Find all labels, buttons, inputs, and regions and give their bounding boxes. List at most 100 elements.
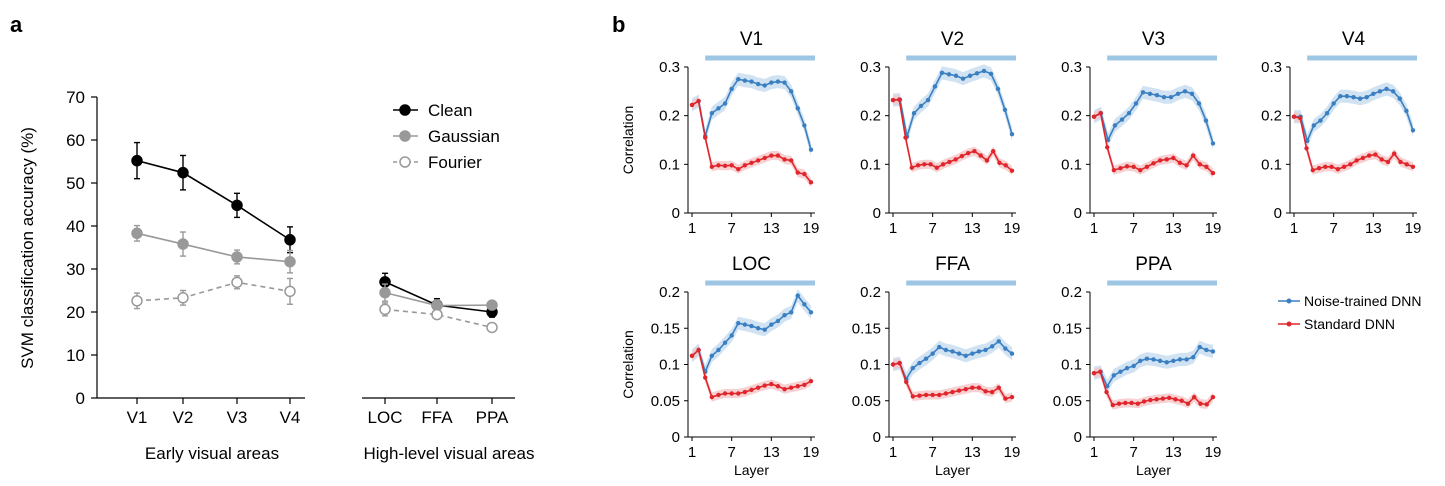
data-point-standard-v1: [762, 155, 767, 161]
x-tick-label: 1: [1090, 444, 1098, 461]
data-point-standard-ffa: [996, 385, 1001, 390]
data-point-gaussian: [486, 299, 498, 311]
data-point-noise-trained-ppa: [1151, 357, 1156, 362]
band-standard-v1: [692, 96, 811, 187]
data-point-noise-trained-v3: [1126, 111, 1132, 116]
data-point-standard-v2: [903, 135, 908, 140]
y-tick-label: 0.1: [860, 357, 881, 374]
data-point-noise-trained-ppa: [1157, 358, 1163, 364]
x-tick-label: 19: [1405, 220, 1422, 237]
data-point-standard-ffa: [989, 389, 995, 395]
data-point-standard-ppa: [1166, 395, 1172, 401]
data-point-standard-v4: [1335, 167, 1341, 172]
data-point-noise-trained-v3: [1196, 101, 1202, 106]
data-point-standard-v4: [1398, 159, 1403, 165]
y-tick-label: 0.3: [1261, 59, 1282, 76]
data-point-standard-v2: [965, 150, 971, 156]
data-point-noise-trained-v2: [981, 68, 987, 74]
data-point-standard-ffa: [1003, 396, 1008, 401]
data-point-noise-trained-v4: [1338, 94, 1343, 99]
subplot-title-v4: V4: [1342, 29, 1366, 50]
data-point-standard-ffa: [970, 385, 975, 390]
x-tick-label: 13: [1165, 444, 1182, 461]
data-point-standard-v2: [953, 157, 958, 162]
data-point-standard-ppa: [1135, 401, 1141, 406]
data-point-noise-trained-loc: [808, 310, 814, 315]
data-point-noise-trained-loc: [788, 310, 794, 315]
data-point-standard-v4: [1316, 166, 1322, 171]
data-point-standard-v3: [1164, 157, 1169, 162]
data-point-standard-v1: [729, 163, 734, 168]
y-tick-label: 0.1: [1261, 156, 1282, 173]
data-point-noise-trained-ffa: [950, 349, 955, 354]
data-point-noise-trained-ffa: [983, 347, 988, 353]
data-point-clean: [177, 166, 189, 179]
data-point-standard-loc: [802, 382, 807, 387]
data-point-noise-trained-v4: [1324, 111, 1330, 116]
x-tick-label: 13: [763, 444, 780, 461]
data-point-standard-loc: [729, 391, 734, 396]
data-point-noise-trained-v4: [1311, 123, 1317, 128]
data-point-noise-trained-loc: [749, 323, 754, 329]
y-axis-label: SVM classification accuracy (%): [18, 127, 37, 369]
data-point-noise-trained-ffa: [923, 356, 929, 361]
data-point-standard-v3: [1131, 164, 1136, 169]
data-point-standard-v2: [959, 153, 965, 159]
data-point-noise-trained-ffa: [910, 365, 916, 371]
data-point-standard-v1: [736, 167, 741, 172]
data-point-standard-ffa: [950, 389, 955, 395]
data-point-standard-ffa: [976, 385, 982, 390]
x-tick-label: 7: [928, 220, 936, 237]
data-point-standard-ffa: [937, 392, 942, 398]
legend-marker-fourier: [399, 156, 411, 168]
legend-label-fourier: Fourier: [428, 153, 482, 172]
data-point-standard-v4: [1360, 155, 1366, 161]
data-point-noise-trained-v3: [1112, 123, 1118, 128]
data-point-standard-ppa: [1198, 401, 1203, 406]
data-point-standard-v1: [709, 164, 715, 169]
data-point-standard-v2: [940, 162, 946, 167]
data-point-clean: [131, 154, 143, 167]
legend-marker-clean: [399, 104, 411, 116]
data-point-noise-trained-v4: [1410, 128, 1416, 133]
data-point-noise-trained-v2: [911, 111, 917, 116]
x-tick-label: 19: [1004, 220, 1021, 237]
data-point-noise-trained-v3: [1105, 137, 1111, 143]
data-point-standard-loc: [689, 353, 695, 358]
data-point-standard-ppa: [1141, 399, 1147, 404]
data-point-standard-ppa: [1192, 394, 1197, 400]
data-point-standard-ppa: [1160, 396, 1166, 401]
data-point-noise-trained-ffa: [976, 349, 982, 354]
data-point-noise-trained-v1: [709, 111, 715, 116]
x-tick-label: 1: [688, 444, 696, 461]
band-standard-v3: [1094, 108, 1213, 178]
y-tick-label: 0.3: [1061, 59, 1082, 76]
y-tick-label: 0.1: [1061, 357, 1082, 374]
data-point-standard-v3: [1210, 170, 1216, 176]
x-tick-label: 7: [727, 220, 735, 237]
panel-b-letter: b: [612, 12, 625, 37]
data-point-noise-trained-v4: [1364, 94, 1369, 100]
data-point-gaussian: [131, 227, 143, 240]
data-point-standard-ppa: [1154, 397, 1159, 402]
data-point-standard-v3: [1204, 164, 1209, 169]
y-tick-label: 0.15: [651, 320, 680, 337]
x-tick-label: 13: [964, 220, 981, 237]
data-point-noise-trained-v4: [1357, 96, 1363, 101]
data-point-standard-v1: [769, 153, 774, 158]
data-point-noise-trained-v2: [932, 84, 938, 89]
data-point-standard-v3: [1197, 162, 1202, 167]
data-point-noise-trained-v2: [939, 70, 945, 76]
data-point-standard-v1: [755, 158, 761, 163]
data-point-standard-loc: [703, 375, 708, 380]
x-tick-label: 1: [1290, 220, 1298, 237]
y-tick-label: 0.3: [860, 59, 881, 76]
data-point-noise-trained-ppa: [1210, 349, 1216, 354]
y-tick-label: 50: [66, 174, 85, 193]
data-point-noise-trained-loc: [762, 327, 767, 332]
data-point-gaussian: [379, 286, 391, 299]
y-axis-label-correlation: Correlation: [620, 330, 636, 398]
data-point-standard-v2: [991, 148, 996, 154]
data-point-standard-v1: [722, 163, 728, 168]
